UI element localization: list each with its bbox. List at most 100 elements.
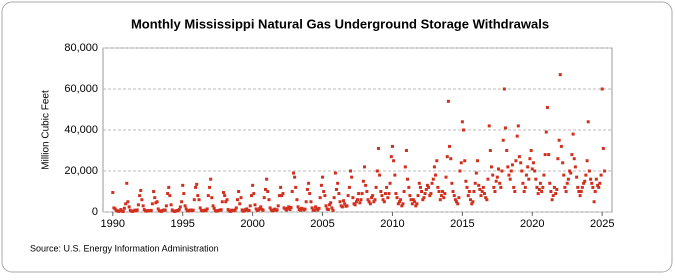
point <box>365 190 369 193</box>
point <box>354 200 358 204</box>
point <box>404 149 408 152</box>
point <box>512 185 516 189</box>
point <box>570 153 574 157</box>
point <box>380 194 384 198</box>
point <box>248 204 252 208</box>
point <box>561 161 565 165</box>
point <box>393 173 397 177</box>
point <box>357 192 361 196</box>
point <box>155 200 159 204</box>
point <box>372 200 376 204</box>
y-tick-label: 80,000 <box>64 42 98 54</box>
point <box>195 182 199 186</box>
point <box>578 194 582 198</box>
point <box>324 204 328 208</box>
point <box>139 188 143 192</box>
point <box>535 185 539 189</box>
point <box>208 185 212 189</box>
point <box>597 185 601 189</box>
point <box>526 165 530 169</box>
point <box>458 169 462 173</box>
point <box>268 206 272 210</box>
x-tick-label: 2000 <box>240 218 264 230</box>
point <box>593 190 597 193</box>
point <box>513 190 517 193</box>
point <box>427 185 431 189</box>
point <box>552 185 556 189</box>
point <box>387 192 391 196</box>
point <box>399 198 403 202</box>
point <box>453 198 457 202</box>
point <box>576 185 580 189</box>
point <box>549 190 553 193</box>
point <box>252 192 256 196</box>
point <box>420 190 424 193</box>
point <box>305 187 309 191</box>
point <box>450 181 454 185</box>
point <box>470 202 474 206</box>
point <box>445 155 449 159</box>
point <box>474 171 478 175</box>
point <box>592 200 596 204</box>
point <box>544 130 548 134</box>
point <box>538 181 542 185</box>
point <box>559 144 563 148</box>
point <box>262 196 266 200</box>
point <box>342 199 346 203</box>
point <box>323 194 327 198</box>
point <box>415 202 419 206</box>
point <box>347 185 351 189</box>
point <box>312 208 316 212</box>
point <box>521 181 525 185</box>
point <box>367 200 371 204</box>
point <box>267 198 271 202</box>
point <box>250 194 254 198</box>
point <box>364 183 368 187</box>
point <box>583 179 587 183</box>
point <box>488 149 492 152</box>
point <box>569 171 573 175</box>
point <box>308 192 312 196</box>
point <box>296 205 300 209</box>
point <box>284 208 288 212</box>
y-tick-label: 60,000 <box>64 83 98 95</box>
point <box>551 194 555 198</box>
point <box>182 192 186 196</box>
point <box>455 200 459 204</box>
point <box>251 183 255 187</box>
point <box>443 192 447 196</box>
point <box>362 165 366 169</box>
point <box>402 190 406 193</box>
point <box>562 173 566 177</box>
point <box>293 175 297 179</box>
y-tick-label: 40,000 <box>64 124 98 136</box>
point <box>332 196 336 200</box>
point <box>111 191 115 195</box>
point <box>467 190 471 193</box>
point <box>378 173 382 177</box>
frame <box>1 1 673 273</box>
point <box>432 165 436 169</box>
point <box>548 181 552 185</box>
point <box>122 206 126 210</box>
point <box>509 169 513 173</box>
y-axis-label: Million Cubic Feet <box>41 90 52 170</box>
point <box>406 177 410 181</box>
point <box>456 202 460 206</box>
point <box>386 196 390 200</box>
point <box>568 169 572 173</box>
point <box>219 208 223 212</box>
point <box>441 190 445 193</box>
point <box>204 209 208 213</box>
point <box>237 190 241 193</box>
point <box>463 159 467 163</box>
point <box>482 192 486 196</box>
point <box>298 208 302 212</box>
point <box>547 153 551 157</box>
point <box>234 206 238 210</box>
point <box>540 190 544 193</box>
x-tick-label: 2020 <box>520 218 544 230</box>
point <box>464 179 468 183</box>
point <box>430 181 434 185</box>
